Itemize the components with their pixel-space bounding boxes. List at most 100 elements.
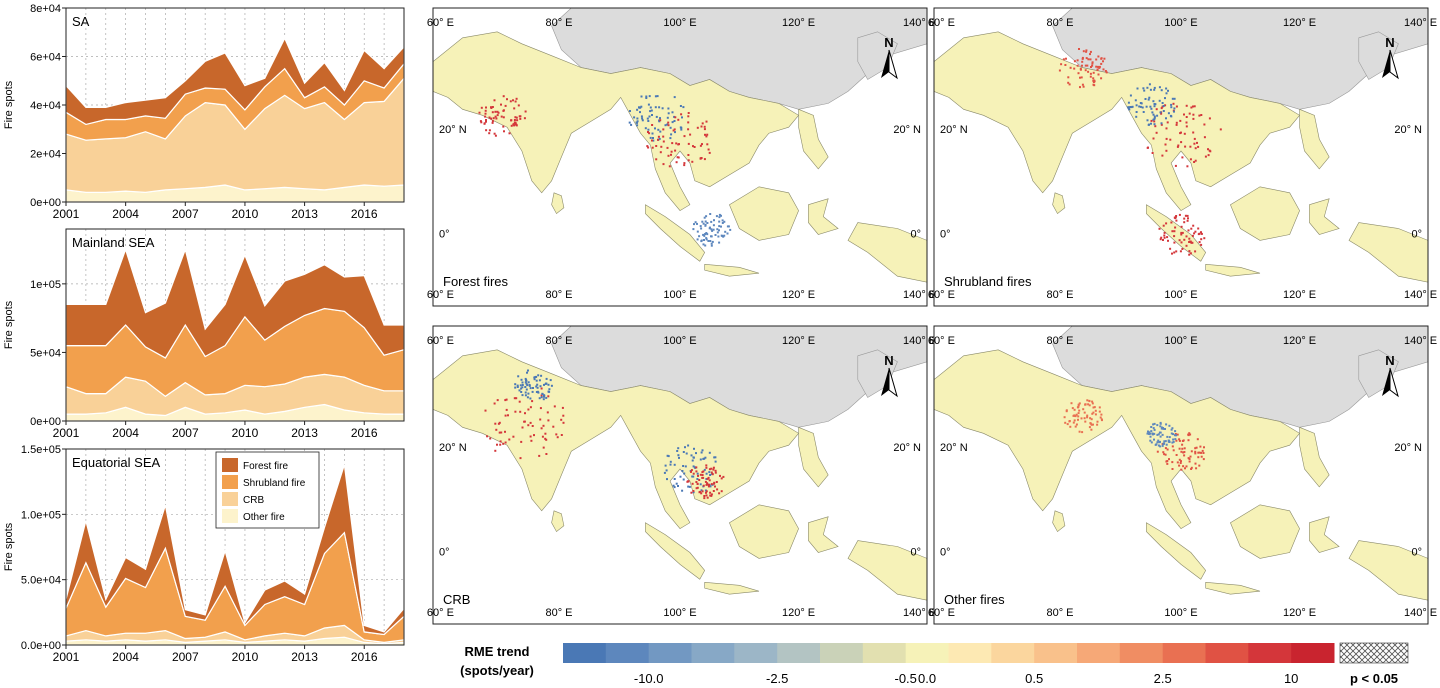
trend-cell bbox=[695, 487, 698, 490]
colorbar-swatch bbox=[820, 643, 864, 663]
trend-cell bbox=[659, 117, 661, 120]
trend-cell bbox=[1068, 420, 1071, 422]
trend-cell bbox=[488, 132, 491, 135]
trend-cell bbox=[676, 156, 679, 159]
trend-cell bbox=[517, 375, 520, 378]
trend-cell bbox=[1075, 423, 1078, 426]
trend-cell bbox=[1165, 137, 1168, 140]
land-region bbox=[798, 426, 829, 488]
trend-cell bbox=[496, 443, 498, 446]
trend-cell bbox=[1173, 110, 1175, 113]
trend-cell bbox=[556, 436, 559, 439]
trend-cell bbox=[491, 111, 494, 114]
trend-cell bbox=[712, 228, 715, 231]
trend-cell bbox=[674, 149, 677, 152]
colorbar-tick-label: 10 bbox=[1284, 671, 1298, 686]
trend-cell bbox=[714, 469, 717, 472]
hatch-label: p < 0.05 bbox=[1350, 671, 1398, 686]
trend-cell bbox=[691, 482, 694, 485]
trend-cell bbox=[493, 402, 496, 405]
trend-cell bbox=[1159, 435, 1162, 438]
trend-cell bbox=[1180, 231, 1183, 234]
trend-cell bbox=[504, 399, 507, 402]
y-tick-label: 0.0e+00 bbox=[21, 640, 61, 652]
land-region bbox=[1299, 108, 1330, 170]
trend-cell bbox=[550, 384, 553, 387]
trend-cell bbox=[543, 394, 546, 397]
trend-cell bbox=[1087, 70, 1090, 73]
trend-cell bbox=[1176, 145, 1179, 148]
trend-cell bbox=[716, 228, 719, 231]
land-region bbox=[1230, 504, 1300, 559]
trend-cell bbox=[1092, 423, 1094, 426]
trend-cell bbox=[1162, 224, 1165, 227]
trend-cell bbox=[1086, 414, 1089, 417]
trend-cell bbox=[698, 479, 701, 481]
land-region bbox=[934, 31, 1301, 211]
trend-cell bbox=[1178, 458, 1181, 461]
trend-cell bbox=[1166, 462, 1169, 465]
trend-cell bbox=[1175, 105, 1178, 108]
trend-cell bbox=[696, 472, 699, 475]
trend-cell bbox=[688, 485, 691, 488]
trend-cell bbox=[1069, 425, 1072, 428]
trend-cell bbox=[484, 115, 487, 118]
trend-cell bbox=[687, 142, 690, 145]
trend-cell bbox=[1081, 60, 1084, 63]
trend-cell bbox=[1149, 435, 1152, 438]
trend-cell bbox=[696, 238, 699, 241]
trend-cell bbox=[514, 116, 517, 119]
trend-cell bbox=[1104, 70, 1107, 72]
trend-cell bbox=[673, 128, 676, 131]
lat-label-right: 20° N bbox=[893, 442, 921, 454]
trend-cell bbox=[1161, 433, 1164, 436]
trend-cell bbox=[1134, 99, 1137, 102]
trend-cell bbox=[1150, 119, 1153, 122]
trend-cell bbox=[479, 120, 482, 123]
trend-cell bbox=[1178, 239, 1181, 242]
trend-cell bbox=[692, 145, 694, 148]
colorbar-swatch bbox=[605, 643, 650, 663]
lon-label-bottom: 80° E bbox=[1046, 607, 1073, 619]
trend-cell bbox=[1077, 72, 1080, 75]
trend-cell bbox=[709, 213, 712, 215]
lon-label-top: 120° E bbox=[782, 17, 815, 29]
trend-cell bbox=[1103, 57, 1106, 60]
trend-cell bbox=[1183, 132, 1186, 135]
trend-cell bbox=[1090, 428, 1093, 431]
trend-cell bbox=[1089, 58, 1092, 61]
land-region bbox=[645, 204, 706, 262]
x-tick-label: 2013 bbox=[291, 650, 318, 664]
trend-cell bbox=[1181, 440, 1184, 442]
trend-cell bbox=[1178, 439, 1181, 442]
trend-cell bbox=[658, 119, 661, 122]
trend-cell bbox=[542, 446, 545, 449]
land-region bbox=[645, 522, 706, 580]
trend-cell bbox=[704, 233, 707, 235]
trend-cell bbox=[1158, 227, 1161, 230]
trend-cell bbox=[1190, 106, 1193, 109]
north-arrow-icon: N bbox=[881, 35, 898, 80]
trend-cell bbox=[1139, 105, 1142, 108]
trend-cell bbox=[541, 435, 544, 438]
trend-cell bbox=[535, 379, 538, 382]
trend-cell bbox=[1058, 69, 1061, 72]
trend-cell bbox=[1181, 156, 1184, 159]
trend-cell bbox=[1179, 132, 1182, 135]
trend-cell bbox=[1083, 411, 1086, 414]
trend-cell bbox=[1197, 451, 1200, 454]
trend-cell bbox=[504, 430, 506, 433]
north-label: N bbox=[1385, 35, 1394, 50]
trend-cell bbox=[1093, 79, 1096, 82]
trend-cell bbox=[718, 213, 721, 216]
trend-cell bbox=[1089, 75, 1092, 78]
land-region bbox=[1348, 540, 1428, 601]
trend-cell bbox=[1174, 164, 1177, 167]
trend-cell bbox=[705, 490, 708, 493]
trend-cell bbox=[1183, 454, 1186, 457]
trend-cell bbox=[1074, 414, 1076, 417]
trend-cell bbox=[644, 127, 647, 130]
trend-cell bbox=[1152, 137, 1155, 140]
y-tick-label: 0e+00 bbox=[30, 416, 61, 428]
trend-cell bbox=[649, 110, 652, 113]
